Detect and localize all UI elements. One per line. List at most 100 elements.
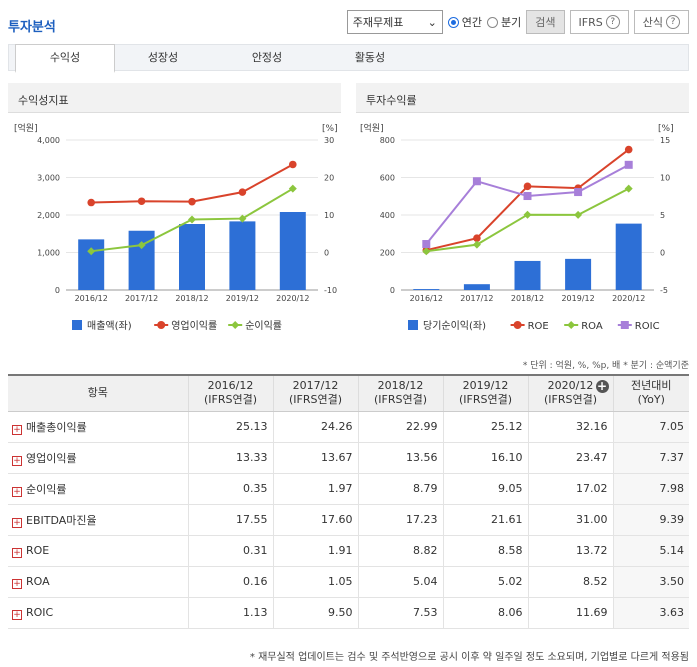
row-label: ROA [26, 574, 50, 588]
expand-row-icon[interactable]: + [12, 517, 22, 528]
radio-quarter-dot[interactable] [487, 16, 499, 28]
ratio-table: 항목 2016/12 (IFRS연결) 2017/12 (IFRS연결) 2018/… [8, 374, 689, 629]
tab-activity[interactable]: 활동성 [354, 51, 386, 64]
x-tick-label: 2020/12 [612, 294, 645, 303]
value-cell: 13.33 [187, 442, 273, 474]
legend-swatch [408, 320, 418, 330]
value-cell: 17.60 [272, 504, 358, 536]
y-tick-right: 10 [324, 211, 334, 220]
y-tick-left: 2,000 [37, 211, 60, 220]
data-point [624, 160, 633, 169]
legend-marker [231, 321, 240, 329]
radio-quarter[interactable]: 분기 [487, 14, 521, 30]
value-cell: 8.79 [357, 473, 443, 505]
row-label-cell[interactable]: + 매출총이익률 [8, 411, 188, 443]
yoy-cell: 3.63 [612, 597, 689, 629]
legend-label: 순이익률 [245, 320, 282, 332]
value-cell: 25.13 [187, 411, 273, 443]
value-cell: 13.72 [527, 535, 613, 567]
x-tick-label: 2017/12 [460, 294, 493, 303]
table-row: + 매출총이익률 25.13 24.26 22.99 25.12 32.16 7.05 [8, 411, 689, 443]
y-tick-right: 10 [660, 174, 670, 183]
chart-title: 수익성지표 [8, 83, 341, 113]
footnote: * 재무실적 업데이트는 검수 및 주석반영으로 공시 이후 약 일주일 정도 … [249, 652, 689, 663]
tab-profitability[interactable]: 수익성 [15, 44, 115, 73]
value-cell: 5.04 [357, 566, 443, 598]
expand-row-icon[interactable]: + [12, 578, 22, 589]
legend-label: 당기순이익(좌) [423, 320, 486, 332]
value-cell: 11.69 [527, 597, 613, 629]
data-point [422, 247, 431, 256]
data-point [523, 210, 532, 219]
value-cell: 0.31 [187, 535, 273, 567]
chart-bar [463, 284, 490, 290]
ifrs-button[interactable]: IFRS ? [569, 10, 629, 34]
chart-bar [565, 258, 592, 290]
expand-row-icon[interactable]: + [12, 609, 22, 620]
page-title: 투자분석 [8, 20, 56, 35]
data-point [87, 198, 95, 207]
expand-row-icon[interactable]: + [12, 486, 22, 497]
filter-controls: 주재무제표 ⌄ 연간 분기 검색 IFRS ? 산식 ? [346, 10, 689, 34]
data-point [472, 177, 481, 186]
row-label: 매출총이익률 [26, 420, 87, 434]
x-tick-label: 2020/12 [276, 294, 309, 303]
column-type: (IFRS연결) [373, 393, 428, 407]
value-cell: 16.10 [442, 442, 528, 474]
y-tick-left: 0 [390, 286, 395, 295]
value-cell: 9.50 [272, 597, 358, 629]
row-label-cell[interactable]: + ROA [8, 566, 188, 598]
formula-button[interactable]: 산식 ? [633, 10, 689, 34]
column-header-year: 2019/12 (IFRS연결) [442, 375, 528, 412]
y-tick-left: 0 [55, 286, 60, 295]
yoy-cell: 7.98 [612, 473, 689, 505]
radio-annual[interactable]: 연간 [447, 14, 482, 30]
table-row: + 영업이익률 13.33 13.67 13.56 16.10 23.47 7.37 [8, 442, 689, 474]
legend-swatch [72, 320, 82, 330]
x-tick-label: 2019/12 [226, 294, 259, 303]
expand-row-icon[interactable]: + [12, 547, 22, 558]
chart-bar [279, 212, 306, 290]
value-cell: 13.67 [272, 442, 358, 474]
y-tick-right: 0 [660, 249, 665, 258]
column-header-yoy: 전년대비 (YoY) [612, 375, 689, 412]
data-point [288, 184, 297, 193]
statement-select[interactable]: 주재무제표 ⌄ [346, 10, 443, 34]
data-point [238, 214, 247, 223]
radio-annual-dot[interactable] [447, 16, 459, 28]
row-label: 순이익률 [26, 482, 67, 496]
row-label-cell[interactable]: + 순이익률 [8, 473, 188, 505]
search-button-label: 검색 [535, 16, 556, 29]
legend-label: ROIC [635, 321, 660, 332]
tab-growth[interactable]: 성장성 [147, 51, 179, 64]
y-tick-left: 800 [380, 136, 395, 145]
row-label-cell[interactable]: + ROIC [8, 597, 188, 629]
value-cell: 8.82 [357, 535, 443, 567]
x-tick-label: 2017/12 [125, 294, 158, 303]
table-header-row: 항목 2016/12 (IFRS연결) 2017/12 (IFRS연결) 2018/… [8, 375, 689, 412]
row-label-cell[interactable]: + 영업이익률 [8, 442, 188, 474]
analysis-tabs: 수익성 성장성 안정성 활동성 [8, 44, 689, 73]
legend-marker [567, 321, 576, 329]
row-label: ROIC [26, 605, 54, 619]
tab-stability[interactable]: 안정성 [251, 51, 283, 64]
expand-row-icon[interactable]: + [12, 424, 22, 435]
y-tick-right: 0 [324, 249, 329, 258]
axis-unit-left: [억원] [360, 122, 384, 134]
search-button[interactable]: 검색 [526, 10, 565, 34]
yoy-cell: 7.37 [612, 442, 689, 474]
expand-columns-icon[interactable]: + [595, 379, 609, 393]
y-tick-left: 4,000 [37, 136, 60, 145]
radio-quarter-label: 분기 [501, 16, 522, 29]
row-label-cell[interactable]: + ROE [8, 535, 188, 567]
row-label-cell[interactable]: + EBITDA마진율 [8, 504, 188, 536]
value-cell: 0.16 [187, 566, 273, 598]
return-chart: [억원] [%] 800 600 400 200 0 15 10 5 0 -5 2016/12 2017/… [360, 122, 674, 332]
axis-unit-right: [%] [658, 124, 674, 134]
y-tick-right: 30 [324, 136, 334, 145]
column-yoy-sub: (YoY) [637, 393, 665, 407]
legend-label: 매출액(좌) [87, 320, 132, 332]
value-cell: 1.05 [272, 566, 358, 598]
value-cell: 1.13 [187, 597, 273, 629]
expand-row-icon[interactable]: + [12, 455, 22, 466]
